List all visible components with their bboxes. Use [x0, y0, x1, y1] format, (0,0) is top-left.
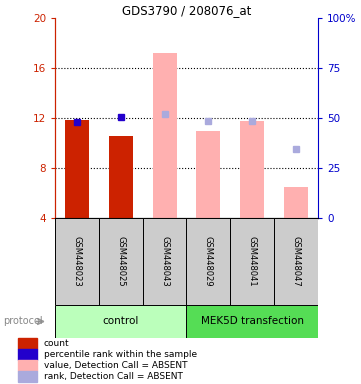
Text: value, Detection Call = ABSENT: value, Detection Call = ABSENT [44, 361, 187, 370]
Bar [18, 371, 37, 382]
Text: MEK5D transfection: MEK5D transfection [201, 316, 304, 326]
Bar [55, 305, 187, 338]
Bar [18, 338, 37, 349]
Bar [187, 218, 230, 305]
Bar [109, 136, 133, 218]
Text: count: count [44, 339, 69, 348]
Bar [240, 121, 264, 218]
Bar [230, 218, 274, 305]
Text: GSM448047: GSM448047 [292, 236, 301, 287]
Bar [196, 131, 221, 218]
Bar [143, 218, 187, 305]
Text: GSM448025: GSM448025 [116, 236, 125, 287]
Bar [18, 349, 37, 360]
Bar [55, 218, 99, 305]
Bar [99, 218, 143, 305]
Text: GSM448043: GSM448043 [160, 236, 169, 287]
Bar [284, 187, 308, 218]
Text: GSM448029: GSM448029 [204, 236, 213, 287]
Text: GSM448041: GSM448041 [248, 236, 257, 287]
Bar [187, 305, 318, 338]
Text: control: control [103, 316, 139, 326]
Bar [18, 360, 37, 371]
Bar [274, 218, 318, 305]
Text: protocol: protocol [4, 316, 43, 326]
Text: GSM448023: GSM448023 [73, 236, 82, 287]
Title: GDS3790 / 208076_at: GDS3790 / 208076_at [122, 4, 251, 17]
Bar [153, 53, 177, 218]
Text: percentile rank within the sample: percentile rank within the sample [44, 350, 197, 359]
Bar [65, 121, 89, 218]
Text: rank, Detection Call = ABSENT: rank, Detection Call = ABSENT [44, 372, 183, 381]
